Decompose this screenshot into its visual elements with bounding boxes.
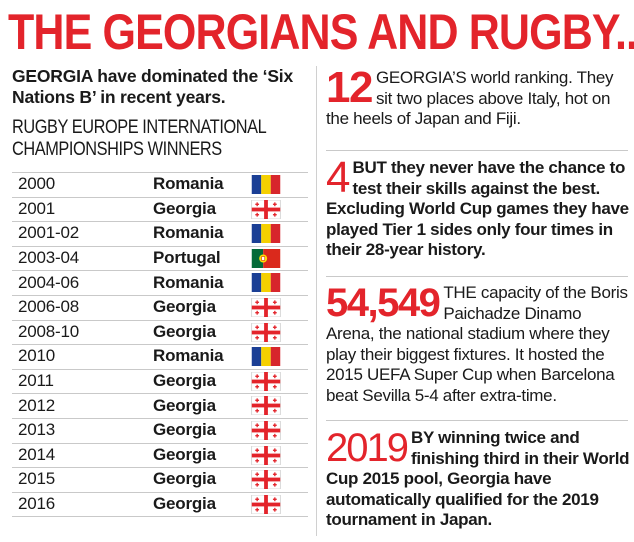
page-title: THE GEORGIANS AND RUGBY... — [8, 4, 634, 60]
winner-country: Romania — [153, 174, 224, 194]
georgia-flag-icon — [250, 297, 282, 318]
winner-country: Georgia — [153, 371, 216, 391]
winner-year: 2001 — [18, 198, 56, 218]
fact-number: 12 — [326, 63, 373, 112]
table-divider — [12, 344, 308, 346]
portugal-flag-icon — [250, 248, 282, 268]
georgia-flag-icon — [250, 469, 282, 490]
winner-year: 2006-08 — [18, 297, 79, 317]
table-divider — [12, 418, 308, 419]
table-divider — [12, 221, 308, 223]
romania-flag-icon — [250, 273, 282, 293]
georgia-flag-icon — [250, 322, 282, 342]
fact-text: BY winning twice and finishing third in … — [326, 428, 630, 529]
table-row: 2001 Georgia — [18, 197, 318, 222]
table-row: 2000 Romania — [18, 172, 318, 197]
fact-text: GEORGIA’S world ranking. They sit two pl… — [326, 68, 614, 128]
table-heading: RUGBY EUROPE INTERNATIONAL CHAMPIONSHIPS… — [12, 117, 304, 161]
table-heading-line-2: CHAMPIONSHIPS WINNERS — [12, 139, 222, 160]
winner-country: Georgia — [153, 469, 216, 489]
table-divider — [12, 196, 308, 198]
winner-country: Portugal — [153, 248, 221, 268]
table-divider — [12, 319, 308, 321]
table-divider — [12, 467, 308, 469]
romania-flag-icon — [250, 347, 282, 367]
winner-country: Georgia — [153, 297, 216, 317]
table-row: 2003-04 Portugal — [18, 246, 318, 271]
fact-text: BUT they never have the chance to test t… — [326, 158, 629, 259]
winner-year: 2003-04 — [18, 248, 79, 268]
table-divider — [12, 295, 308, 296]
winner-year: 2012 — [18, 395, 56, 415]
georgia-flag-icon — [250, 420, 282, 441]
table-divider — [12, 270, 308, 272]
table-row: 2011 Georgia — [18, 369, 318, 394]
winner-year: 2011 — [18, 371, 54, 391]
table-divider — [12, 245, 308, 247]
winner-year: 2004-06 — [18, 272, 79, 292]
winner-year: 2001-02 — [18, 223, 79, 243]
fact-stadium-capacity: 54,549 THE capacity of the Boris Paichad… — [326, 283, 630, 417]
table-row: 2014 Georgia — [18, 443, 318, 468]
table-row: 2008-10 Georgia — [18, 320, 318, 345]
divider — [326, 276, 628, 277]
georgia-flag-icon — [250, 396, 282, 416]
fact-tier1-games: 4 BUT they never have the chance to test… — [326, 153, 630, 274]
table-row: 2015 Georgia — [18, 467, 318, 492]
table-heading-line-1: RUGBY EUROPE INTERNATIONAL — [12, 117, 267, 138]
winner-country: Georgia — [153, 444, 216, 464]
table-row: 2012 Georgia — [18, 393, 318, 418]
winner-year: 2013 — [18, 420, 56, 440]
fact-number: 54,549 — [326, 281, 441, 325]
table-divider — [12, 393, 308, 395]
georgia-flag-icon — [250, 494, 282, 515]
column-divider — [316, 66, 317, 536]
winner-year: 2014 — [18, 444, 56, 464]
winner-country: Georgia — [153, 494, 216, 514]
table-row: 2004-06 Romania — [18, 270, 318, 295]
intro-text: GEORGIA have dominated the ‘Six Nations … — [12, 66, 293, 107]
table-divider — [12, 368, 308, 370]
georgia-flag-icon — [250, 445, 282, 465]
table-divider — [12, 172, 308, 173]
table-row: 2001-02 Romania — [18, 221, 318, 246]
georgia-flag-icon — [250, 199, 282, 219]
divider — [326, 150, 628, 151]
winner-country: Georgia — [153, 395, 216, 415]
winner-country: Romania — [153, 223, 224, 243]
table-row: 2006-08 Georgia — [18, 295, 318, 320]
table-row: 2010 Romania — [18, 344, 318, 369]
divider — [326, 420, 628, 421]
winner-year: 2016 — [18, 494, 56, 514]
table-row: 2016 Georgia — [18, 492, 318, 517]
romania-flag-icon — [250, 175, 282, 194]
georgia-flag-icon — [250, 371, 282, 392]
fact-number: 4 — [326, 153, 351, 202]
table-divider — [12, 516, 308, 518]
fact-world-ranking: 12 GEORGIA’S world ranking. They sit two… — [326, 63, 630, 150]
winner-country: Romania — [153, 346, 224, 366]
fact-number: 2019 — [326, 426, 409, 470]
winner-year: 2000 — [18, 174, 56, 194]
table-row: 2013 Georgia — [18, 418, 318, 443]
table-divider — [12, 491, 308, 493]
winner-country: Georgia — [153, 198, 216, 218]
winner-year: 2008-10 — [18, 321, 79, 341]
fact-world-cup-2019: 2019 BY winning twice and finishing thir… — [326, 428, 630, 538]
winner-year: 2015 — [18, 469, 56, 489]
table-divider — [12, 442, 308, 444]
winner-country: Romania — [153, 272, 224, 292]
intro-panel: GEORGIA have dominated the ‘Six Nations … — [12, 66, 312, 161]
winner-year: 2010 — [18, 346, 56, 366]
winner-country: Georgia — [153, 321, 216, 341]
fact-text: THE capacity of the Boris Paichadze Dina… — [326, 283, 628, 405]
romania-flag-icon — [250, 224, 282, 244]
winner-country: Georgia — [153, 420, 216, 440]
